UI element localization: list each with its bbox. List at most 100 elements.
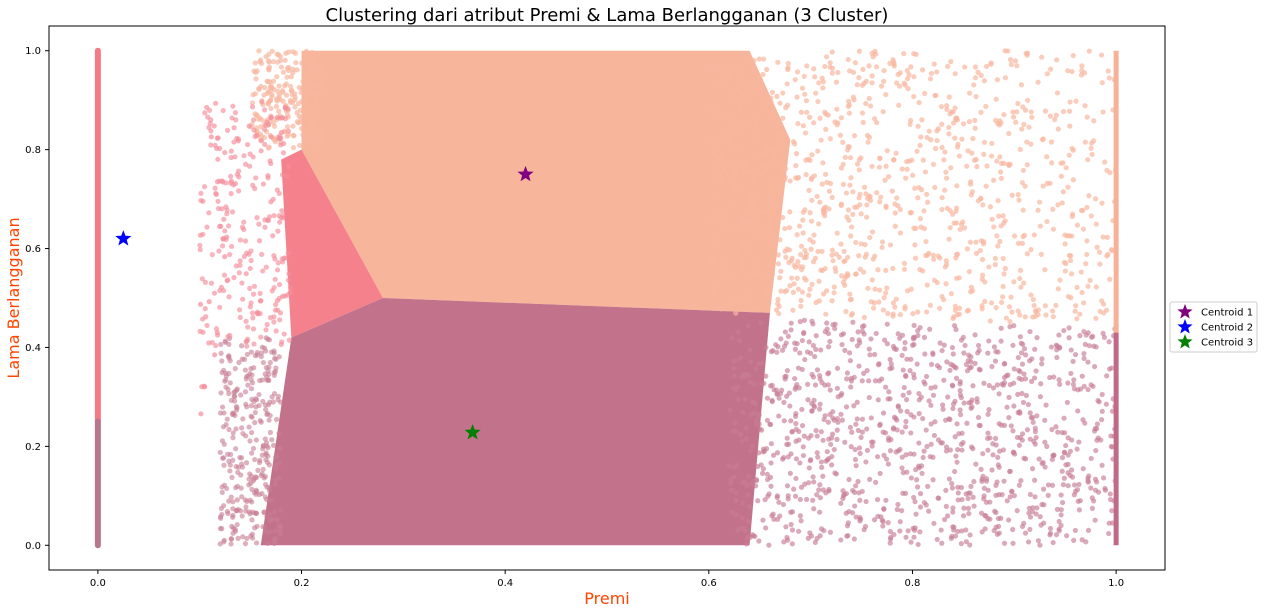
cluster-3-point	[859, 328, 866, 334]
cluster-1-point	[1038, 251, 1044, 257]
cluster-1-point	[1081, 70, 1088, 76]
cluster-3-point	[1010, 342, 1016, 348]
cluster-3-point	[1035, 538, 1041, 544]
cluster-1-point	[806, 187, 812, 193]
cluster-2-point	[249, 310, 256, 316]
cluster-2-point	[265, 173, 271, 179]
cluster-2-point	[206, 340, 212, 346]
cluster-3-point	[824, 320, 830, 326]
cluster-3-point	[1071, 377, 1077, 383]
cluster-1-point	[1024, 162, 1030, 168]
cluster-3-point	[897, 528, 903, 534]
cluster-3-point	[853, 463, 859, 469]
cluster-1-point	[730, 117, 737, 123]
cluster-3-point	[950, 405, 956, 412]
cluster-3-point	[1005, 372, 1011, 378]
cluster-1-point	[912, 242, 918, 248]
cluster-1-point	[312, 131, 319, 137]
cluster-1-point	[760, 56, 767, 62]
y-axis-ticks: 0.00.20.40.60.81.0	[25, 46, 49, 552]
cluster-1-point	[966, 268, 972, 275]
cluster-1-point	[306, 134, 313, 140]
cluster-1-point	[881, 67, 887, 74]
cluster-1-point	[752, 153, 759, 159]
cluster-3-point	[955, 528, 961, 534]
cluster-1-point	[880, 307, 887, 313]
cluster-3-point	[961, 505, 967, 511]
cluster-1-point	[317, 63, 323, 69]
cluster-1-point	[725, 173, 731, 180]
cluster-1-point	[853, 239, 859, 246]
cluster-3-point	[1036, 456, 1042, 462]
cluster-1-point	[935, 253, 941, 259]
cluster-1-point	[867, 197, 874, 204]
cluster-3-point	[1085, 386, 1091, 393]
cluster-2-point	[231, 275, 237, 281]
cluster-2-point	[220, 107, 226, 114]
cluster-3-point	[1043, 402, 1049, 408]
cluster-1-point	[869, 73, 875, 79]
cluster-3-point	[859, 324, 866, 330]
cluster-1-point	[860, 119, 866, 125]
cluster-2-point	[250, 315, 256, 321]
cluster-3-point	[1061, 327, 1067, 334]
cluster-1-point	[1028, 292, 1034, 298]
cluster-1-point	[1015, 192, 1021, 198]
cluster-2-point	[225, 277, 231, 283]
cluster-3-point	[1008, 423, 1014, 429]
cluster-1-point	[799, 289, 806, 295]
cluster-1-point	[1054, 57, 1060, 63]
cluster-1-point	[956, 311, 962, 317]
cluster-1-point	[802, 91, 808, 97]
cluster-3-point	[1049, 456, 1055, 463]
cluster-3-point	[793, 421, 799, 427]
cluster-1-point	[787, 178, 793, 184]
cluster-1-point	[863, 100, 869, 107]
cluster-1-point	[998, 175, 1004, 181]
cluster-1-point	[862, 254, 868, 260]
cluster-1-point	[871, 116, 878, 122]
cluster-3-point	[1059, 429, 1065, 436]
cluster-1-point	[1089, 151, 1095, 158]
cluster-3-point	[996, 464, 1002, 470]
cluster-3-point	[840, 488, 846, 494]
cluster-3-point	[894, 506, 900, 513]
cluster-1-point	[764, 95, 770, 102]
cluster-3-point	[263, 335, 269, 341]
cluster-1-point	[769, 89, 776, 95]
cluster-3-point	[276, 475, 282, 481]
cluster-3-point	[253, 396, 259, 402]
cluster-3-point	[237, 454, 243, 461]
cluster-3-point	[852, 483, 859, 489]
cluster-1-point	[987, 204, 994, 210]
cluster-3-point	[768, 460, 774, 466]
cluster-1-point	[300, 109, 307, 115]
cluster-3-point	[235, 507, 241, 513]
cluster-3-point	[256, 391, 262, 398]
cluster-1-point	[254, 112, 260, 118]
cluster-3-point	[881, 452, 887, 458]
cluster-1-point	[318, 85, 324, 91]
cluster-1-point	[930, 252, 936, 258]
cluster-3-point	[1037, 542, 1043, 548]
cluster-1-point	[293, 60, 299, 66]
cluster-3-point	[883, 456, 890, 462]
cluster-1-point	[804, 109, 810, 115]
cluster-2-point	[202, 110, 208, 116]
cluster-1-point	[1020, 207, 1026, 213]
y-axis-label: Lama Berlangganan	[4, 217, 23, 378]
cluster-1-point	[890, 300, 897, 306]
cluster-1-point	[889, 188, 895, 194]
cluster-3-point	[897, 335, 903, 341]
cluster-3-point	[1034, 505, 1040, 511]
cluster-2-point	[271, 212, 277, 219]
cluster-1-point	[314, 91, 320, 97]
cluster-3-point	[755, 360, 762, 367]
cluster-1-point	[942, 149, 948, 155]
cluster-3-point	[747, 379, 753, 385]
cluster-3-point	[917, 529, 923, 535]
cluster-1-point	[815, 248, 821, 255]
cluster-3-point	[265, 445, 271, 451]
cluster-1-point	[1062, 268, 1069, 274]
cluster-3-point	[1082, 341, 1088, 348]
